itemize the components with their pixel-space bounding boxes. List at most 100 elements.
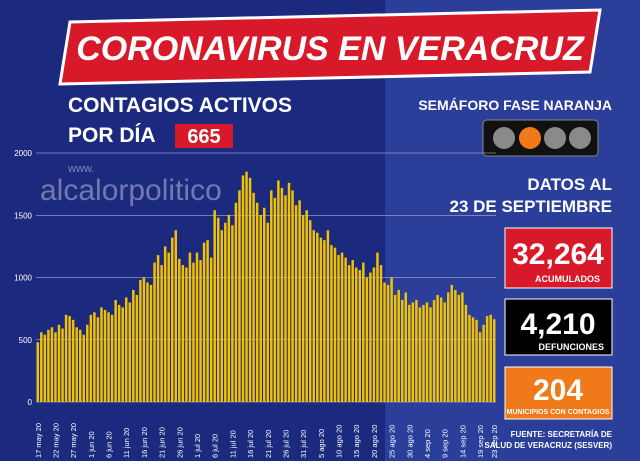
bar xyxy=(149,284,153,402)
bar xyxy=(450,284,454,402)
bar xyxy=(75,327,78,402)
bar xyxy=(457,294,461,402)
bar xyxy=(454,289,457,402)
x-tick-label: 1 jun 20 xyxy=(87,431,96,458)
x-tick-label: 14 sep 20 xyxy=(458,425,467,458)
x-tick-label: 10 ago 20 xyxy=(335,425,344,458)
y-tick-label: 0 xyxy=(28,398,33,407)
bar xyxy=(54,332,57,402)
light xyxy=(493,127,515,149)
y-tick-label: 1500 xyxy=(14,211,32,220)
bar xyxy=(146,282,149,402)
bar xyxy=(86,324,89,402)
bar xyxy=(89,314,93,402)
x-tick-label: 11 jul 20 xyxy=(228,430,237,458)
bar xyxy=(234,202,238,402)
bar xyxy=(43,334,47,402)
bar xyxy=(170,237,174,402)
bar xyxy=(100,307,103,402)
light xyxy=(519,127,541,149)
bar xyxy=(57,324,61,402)
bar xyxy=(252,192,255,402)
title-banner xyxy=(58,8,602,86)
bar xyxy=(365,277,369,402)
bar xyxy=(270,190,273,402)
bar xyxy=(418,307,422,402)
bar xyxy=(337,255,340,402)
bar xyxy=(404,292,408,402)
bar xyxy=(482,324,485,402)
stat-value: 4,210 xyxy=(520,308,595,341)
bar xyxy=(298,200,301,402)
x-tick-label: 17 may 20 xyxy=(34,423,43,458)
bar xyxy=(489,314,492,402)
bar xyxy=(294,205,298,402)
x-tick-label: 21 jun 20 xyxy=(158,427,167,458)
x-tick-label: 20 ago 20 xyxy=(370,425,379,458)
x-tick-label: 25 ago 20 xyxy=(388,425,397,458)
bar xyxy=(224,222,227,402)
x-tick-label: 23 sep 20 xyxy=(490,425,499,458)
bar xyxy=(461,292,464,402)
bar xyxy=(273,197,277,402)
bar xyxy=(376,252,379,402)
bar xyxy=(379,265,383,402)
stat-box xyxy=(504,366,613,420)
bar xyxy=(280,187,284,402)
bar xyxy=(216,217,220,402)
bar xyxy=(397,289,400,402)
light xyxy=(544,127,566,149)
bar xyxy=(415,299,418,402)
bar xyxy=(121,307,124,402)
bar xyxy=(181,265,185,402)
bar xyxy=(443,302,446,402)
bar xyxy=(284,195,287,402)
bar xyxy=(408,304,411,402)
bar xyxy=(96,317,100,402)
bar xyxy=(248,177,252,402)
bar xyxy=(347,265,351,402)
bar xyxy=(425,302,429,402)
x-tick-label: 4 sep 20 xyxy=(423,429,432,458)
x-tick-label: 5 ago 20 xyxy=(317,429,326,458)
bar xyxy=(319,237,323,402)
stat-label: MUNICIPIOS CON CONTAGIOS xyxy=(507,409,610,416)
bar xyxy=(135,294,139,402)
bar xyxy=(411,302,415,402)
bar xyxy=(50,327,54,402)
bar xyxy=(231,225,234,402)
bar xyxy=(178,258,181,402)
x-tick-label: 30 ago 20 xyxy=(405,425,414,458)
bar xyxy=(139,279,142,402)
y-tick-label: 1000 xyxy=(14,274,32,283)
stat-box xyxy=(504,227,613,289)
bar xyxy=(142,277,146,402)
bar xyxy=(340,252,344,402)
bar xyxy=(64,314,68,402)
x-tick-label: 6 jun 20 xyxy=(105,431,114,458)
bar xyxy=(354,267,358,402)
bar xyxy=(262,207,266,402)
x-tick-label: 6 jul 20 xyxy=(211,434,220,458)
bar xyxy=(369,272,372,402)
x-tick-label: 21 jul 20 xyxy=(264,430,273,458)
bar xyxy=(47,329,50,402)
x-tick-label: 27 may 20 xyxy=(69,423,78,458)
bar xyxy=(188,252,192,402)
y-tick-label: 500 xyxy=(19,336,33,345)
date: 23 DE SEPTIEMBRE xyxy=(450,197,613,216)
bar xyxy=(471,317,475,402)
bar xyxy=(383,282,386,402)
bar xyxy=(117,304,121,402)
bar xyxy=(436,294,439,402)
stat-box xyxy=(504,298,613,356)
bar xyxy=(110,314,114,402)
bar xyxy=(93,312,96,402)
bar xyxy=(220,230,224,402)
bar xyxy=(132,289,135,402)
bar xyxy=(245,171,248,402)
x-tick-label: 22 may 20 xyxy=(51,423,60,458)
stat-value: 204 xyxy=(533,374,583,407)
bar xyxy=(393,294,397,402)
bar xyxy=(40,332,43,402)
